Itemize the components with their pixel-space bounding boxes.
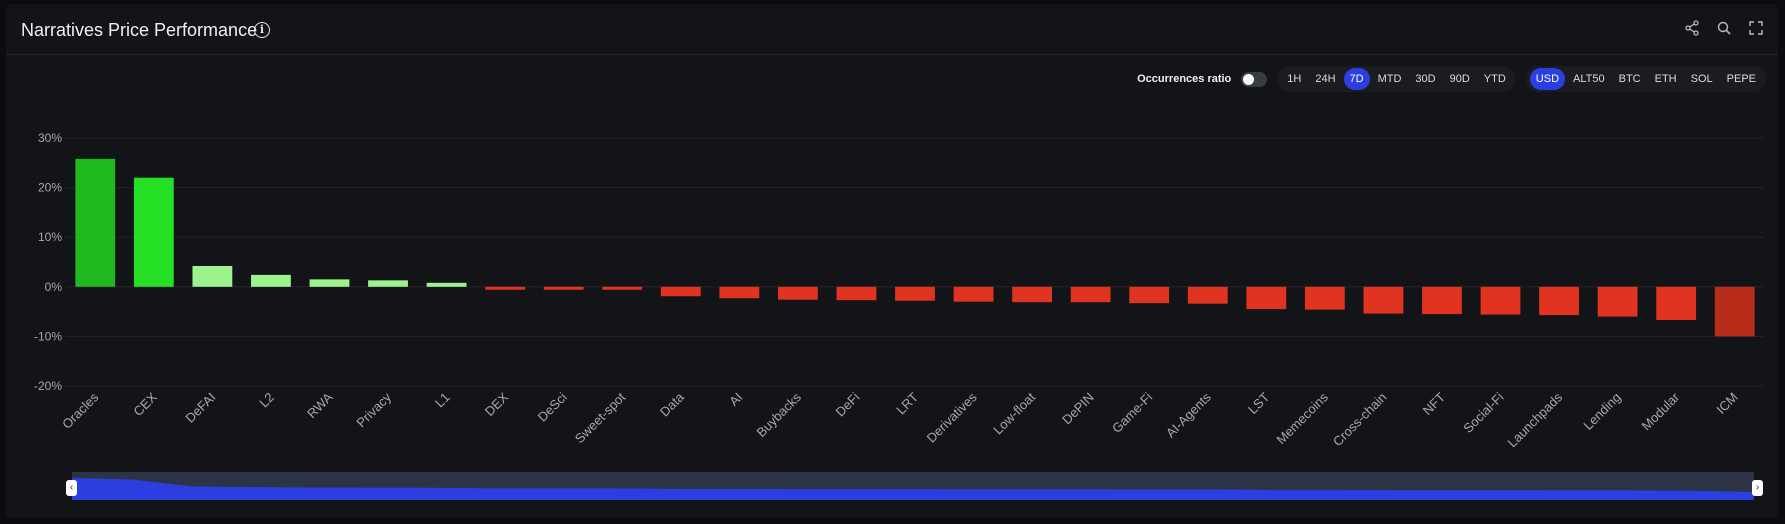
bar-ai-agents — [1187, 286, 1228, 304]
x-tick-label: Buybacks — [754, 389, 805, 440]
bar-l1 — [426, 282, 467, 287]
bar-dex — [485, 286, 526, 290]
x-tick-label: Memecoins — [1273, 389, 1331, 447]
chart-controls: Occurrences ratio 1H 24H 7D MTD 30D 90D YTD US… — [1137, 66, 1766, 92]
x-tick-label: Lending — [1580, 390, 1623, 433]
bar-memecoins — [1304, 286, 1345, 310]
timeframe-button-1h[interactable]: 1H — [1287, 73, 1302, 85]
share-icon[interactable] — [1684, 20, 1700, 36]
currency-button-alt50[interactable]: ALT50 — [1573, 73, 1605, 85]
bar-ai — [719, 286, 760, 299]
y-tick-label: -20% — [34, 379, 62, 393]
timeframe-button-mtd[interactable]: MTD — [1377, 73, 1402, 85]
x-tick-label: CEX — [130, 389, 160, 419]
x-tick-label: Game-Fi — [1109, 389, 1155, 435]
bar-social-fi — [1480, 286, 1521, 315]
timeframe-button-7d[interactable]: 7D — [1343, 68, 1370, 90]
bar-l2 — [251, 274, 291, 287]
bar-defi — [836, 286, 877, 301]
x-tick-label: DeSci — [535, 389, 570, 424]
currency-button-eth[interactable]: ETH — [1654, 73, 1677, 85]
navigator-left-handle[interactable]: ‹ — [66, 480, 77, 496]
navigator-area — [72, 478, 1754, 500]
currency-button-pepe[interactable]: PEPE — [1726, 73, 1756, 85]
occurrences-ratio-label: Occurrences ratio — [1137, 73, 1232, 85]
y-tick-label: 30% — [38, 131, 62, 145]
x-tick-label: RWA — [304, 389, 336, 421]
bar-oracles — [75, 158, 116, 287]
x-tick-label: Launchpads — [1504, 389, 1565, 450]
header-toolbar — [1684, 20, 1764, 36]
x-tick-label: ICM — [1713, 390, 1740, 417]
bar-desci — [543, 286, 584, 290]
navigator-right-handle[interactable]: › — [1752, 480, 1763, 496]
bar-buybacks — [777, 286, 818, 300]
x-tick-label: Modular — [1638, 389, 1682, 433]
x-tick-label: Derivatives — [924, 389, 980, 445]
x-tick-label: LRT — [893, 389, 921, 417]
bar-lending — [1597, 286, 1638, 317]
timeframe-button-24h[interactable]: 24H — [1315, 73, 1336, 85]
x-tick-label: L2 — [256, 390, 277, 411]
zoom-icon[interactable] — [1716, 20, 1732, 36]
timeframe-button-90d[interactable]: 90D — [1449, 73, 1470, 85]
chart-panel: Narratives Price Performance i Occurrenc… — [6, 4, 1778, 518]
y-tick-label: 20% — [38, 181, 62, 195]
toggle-knob — [1243, 73, 1255, 85]
x-tick-label: Low-float — [990, 389, 1038, 437]
x-tick-label: DePIN — [1059, 390, 1097, 428]
x-tick-label: DEX — [482, 389, 512, 419]
bar-nft — [1422, 286, 1462, 315]
bar-cross-chain — [1363, 286, 1404, 314]
y-tick-label: -10% — [34, 329, 62, 343]
bar-lst — [1246, 286, 1287, 310]
currency-selector: USD ALT50 BTC ETH SOL PEPE — [1525, 66, 1766, 92]
page-title: Narratives Price Performance — [21, 20, 258, 40]
x-tick-label: Data — [657, 389, 688, 420]
bar-chart: 30% 20% 10% 0% -10% -20%Oracles CEX DeFAI L2 RWA P… — [34, 131, 1764, 450]
x-tick-label: Oracles — [59, 389, 102, 432]
panel-header: Narratives Price Performance i — [6, 4, 1778, 55]
fullscreen-icon[interactable] — [1748, 20, 1764, 36]
currency-button-sol[interactable]: SOL — [1690, 73, 1713, 85]
bar-game-fi — [1129, 286, 1170, 304]
bar-icm — [1714, 286, 1755, 337]
range-navigator[interactable]: ‹ › — [66, 470, 1764, 502]
x-tick-label: Social-Fi — [1460, 389, 1506, 435]
x-tick-label: L1 — [432, 390, 453, 411]
bar-cex — [133, 177, 174, 287]
bar-defai — [192, 265, 233, 287]
y-tick-label: 0% — [45, 280, 63, 294]
x-tick-label: AI — [726, 390, 745, 409]
bar-depin — [1070, 286, 1111, 303]
x-tick-label: Cross-chain — [1330, 390, 1390, 450]
x-tick-label: NFT — [1420, 389, 1449, 418]
bar-low-float — [1012, 286, 1053, 303]
bar-data — [660, 286, 701, 297]
navigator-series — [72, 478, 1754, 500]
timeframe-selector: 1H 24H 7D MTD 30D 90D YTD — [1277, 66, 1516, 92]
bar-rwa — [309, 279, 350, 287]
x-tick-label: DeFi — [833, 389, 863, 419]
currency-button-usd[interactable]: USD — [1529, 68, 1566, 90]
bar-derivatives — [953, 286, 994, 302]
timeframe-button-ytd[interactable]: YTD — [1483, 73, 1506, 85]
x-tick-label: DeFAI — [182, 390, 218, 426]
x-tick-label: LST — [1245, 389, 1273, 417]
info-icon[interactable]: i — [254, 22, 270, 38]
timeframe-button-30d[interactable]: 30D — [1415, 73, 1436, 85]
bar-launchpads — [1539, 286, 1579, 316]
bar-privacy — [368, 280, 408, 287]
y-tick-label: 10% — [38, 230, 62, 244]
x-tick-label: Privacy — [353, 389, 394, 430]
bar-sweet-spot — [602, 286, 643, 290]
bar-lrt — [895, 286, 935, 301]
bar-modular — [1656, 286, 1697, 321]
occurrences-ratio-toggle[interactable] — [1241, 71, 1268, 87]
x-tick-label: AI-Agents — [1163, 389, 1214, 440]
x-tick-label: Sweet-spot — [572, 389, 629, 446]
currency-button-btc[interactable]: BTC — [1618, 73, 1641, 85]
